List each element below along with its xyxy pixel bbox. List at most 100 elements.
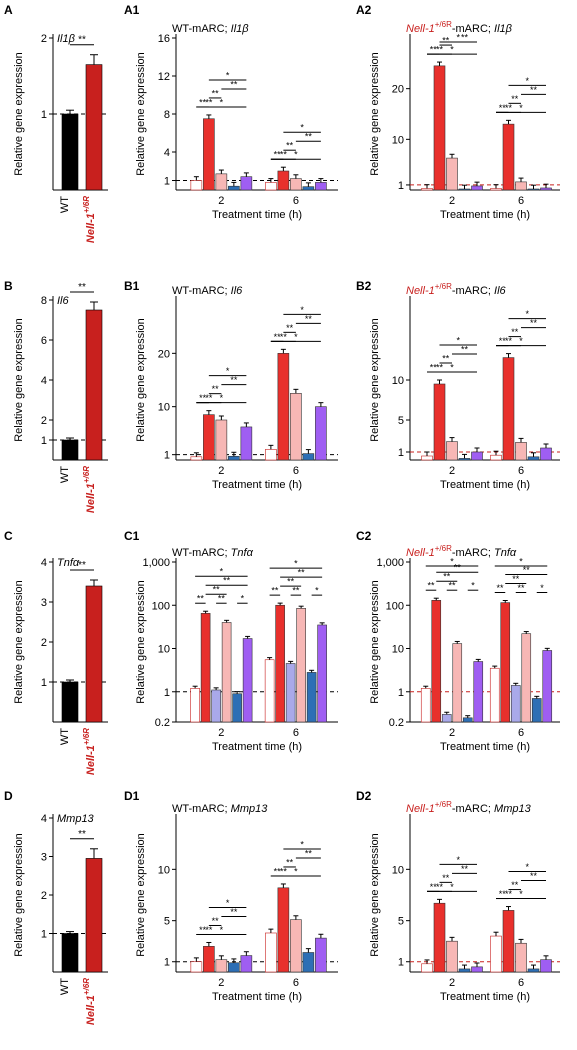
x-label-mutant: Nell-1+/6R (82, 466, 97, 513)
sig-mark: * (450, 363, 454, 373)
bar (471, 451, 483, 461)
bar (203, 118, 215, 191)
y-axis-label: Relative gene expression (369, 318, 381, 442)
bar (500, 602, 511, 723)
sig-mark: ** (530, 318, 538, 328)
sig-mark: ** (199, 925, 207, 935)
sig-mark: ** (505, 336, 513, 346)
gene-label: Mmp13 (57, 813, 95, 825)
sig-mark: * (450, 882, 454, 892)
sig-mark: ** (280, 866, 288, 876)
bar (265, 932, 277, 973)
bar (61, 113, 79, 191)
sig-mark: ** (461, 33, 469, 43)
sig-mark: ** (197, 594, 205, 604)
y-tick-label: 1 (398, 957, 404, 969)
panel-title: WT-mARC; Il6 (172, 285, 243, 297)
bar (228, 455, 240, 461)
y-axis-label: Relative gene expression (135, 318, 147, 442)
bar (515, 942, 527, 973)
y-tick-label: 1 (41, 435, 47, 447)
y-axis-label: Relative gene expression (369, 580, 381, 704)
sig-mark: ** (286, 323, 294, 333)
y-tick-label: 1 (398, 687, 404, 699)
bar (290, 919, 302, 973)
bar (431, 600, 442, 723)
sig-mark: ** (286, 857, 294, 867)
sig-mark: * (294, 866, 298, 876)
x-tick-label: 6 (518, 727, 524, 739)
bar (85, 858, 103, 973)
x-axis-label: Treatment time (h) (212, 991, 302, 1003)
panel-letter: A (4, 3, 13, 17)
sig-mark: * (456, 855, 460, 865)
x-axis-label: Treatment time (h) (440, 991, 530, 1003)
x-tick-label: 2 (449, 727, 455, 739)
y-tick-label: 100 (152, 600, 170, 612)
sig-mark: ** (298, 568, 306, 578)
bar (458, 968, 471, 973)
bar (502, 123, 515, 191)
sig-mark: ** (199, 393, 207, 403)
sig-mark: * (220, 925, 224, 935)
y-tick-label: 4 (41, 813, 47, 825)
bar (203, 414, 215, 461)
bar (420, 688, 431, 723)
bar (190, 961, 203, 973)
sig-mark: * (450, 45, 454, 55)
sig-mark: ** (286, 141, 294, 151)
y-axis-label: Relative gene expression (135, 833, 147, 957)
y-tick-label: 10 (392, 644, 404, 656)
y-tick-label: 10 (158, 402, 170, 414)
sig-mark: ** (218, 594, 226, 604)
panel-D: D 4 3 2 1 Relative gene expression Mmp13 ** WT Ne… (4, 789, 108, 1025)
sig-mark: * (471, 581, 475, 591)
bar (446, 441, 458, 461)
x-label-wt: WT (59, 466, 71, 483)
panel-letter: A1 (124, 3, 140, 17)
bar (302, 952, 315, 973)
y-tick-label: 10 (158, 864, 170, 876)
bar (215, 173, 228, 191)
panel-letter: B1 (124, 279, 140, 293)
sig-mark: * (519, 557, 523, 567)
sig-mark: ** (230, 375, 238, 385)
bar (473, 661, 484, 723)
bar (228, 962, 240, 973)
sig-mark: ** (499, 336, 507, 346)
sig-mark: ** (305, 132, 313, 142)
sig-mark: * (300, 123, 304, 133)
bar (521, 633, 532, 723)
sig-mark: * (220, 97, 224, 107)
sig-mark: ** (78, 35, 86, 46)
sig-mark: ** (517, 583, 525, 593)
bar (490, 188, 502, 191)
y-tick-label: 2 (41, 33, 47, 45)
bar (317, 624, 327, 723)
x-tick-label: 6 (518, 977, 524, 989)
x-tick-label: 6 (293, 195, 299, 207)
panel-D1: D1 WT-mARC; Mmp13 10 5 1 Relative gene expres… (124, 789, 338, 1003)
sig-mark: * (519, 889, 523, 899)
x-tick-label: 2 (449, 977, 455, 989)
bar (277, 887, 290, 973)
sig-mark: ** (430, 45, 438, 55)
sig-mark: ** (205, 393, 213, 403)
y-tick-label: 1 (164, 687, 170, 699)
y-tick-label: 10 (392, 134, 404, 146)
x-tick-label: 2 (218, 465, 224, 477)
y-tick-label: 1,000 (142, 557, 170, 569)
sig-mark: * (456, 33, 460, 43)
sig-mark: ** (436, 45, 444, 55)
panel-title: Nell-1+/6R-mARC; Il1β (406, 20, 513, 35)
y-tick-label: 4 (41, 375, 47, 387)
panel-D2: D2 Nell-1+/6R-mARC; Mmp13 10 5 1 Relative gen… (356, 789, 560, 1003)
panel-title: Nell-1+/6R-mARC; Mmp13 (406, 800, 532, 815)
sig-mark: ** (436, 882, 444, 892)
y-tick-label: 1 (41, 109, 47, 121)
bar (490, 935, 502, 973)
